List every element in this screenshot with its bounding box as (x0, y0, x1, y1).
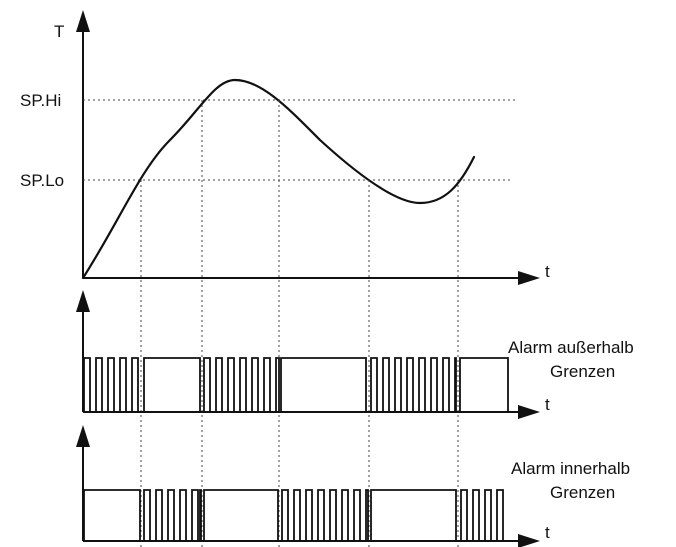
time-axis-label-top: t (545, 262, 550, 281)
alarm-inside-panel: Alarm innerhalb Grenzen t (76, 425, 630, 547)
alarm-outside-x-axis-arrow (518, 405, 540, 419)
time-axis-label-mid: t (545, 395, 550, 414)
alarm-inside-y-axis-arrow (76, 425, 90, 447)
temperature-y-axis-arrow (76, 10, 90, 32)
alarm-outside-y-axis-arrow (76, 290, 90, 312)
alarm-inside-label-line1: Alarm innerhalb (511, 459, 630, 478)
sp-hi-label: SP.Hi (20, 91, 61, 110)
temperature-x-axis-arrow (518, 271, 540, 285)
alarm-outside-label-line1: Alarm außerhalb (508, 338, 634, 357)
alarm-inside-signal (83, 489, 504, 542)
temperature-curve (81, 78, 476, 280)
y-axis-label: T (54, 22, 64, 41)
alarm-inside-x-axis-arrow (518, 534, 540, 547)
alarm-outside-signal (83, 357, 509, 413)
alarm-outside-panel: Alarm außerhalb Grenzen t (76, 290, 634, 419)
alarm-outside-label-line2: Grenzen (550, 362, 615, 381)
crossing-guides (140, 100, 459, 547)
time-axis-label-bottom: t (545, 523, 550, 542)
sp-lo-label: SP.Lo (20, 171, 64, 190)
alarm-inside-label-line2: Grenzen (550, 483, 615, 502)
temperature-panel: T SP.Hi SP.Lo t (20, 10, 550, 285)
